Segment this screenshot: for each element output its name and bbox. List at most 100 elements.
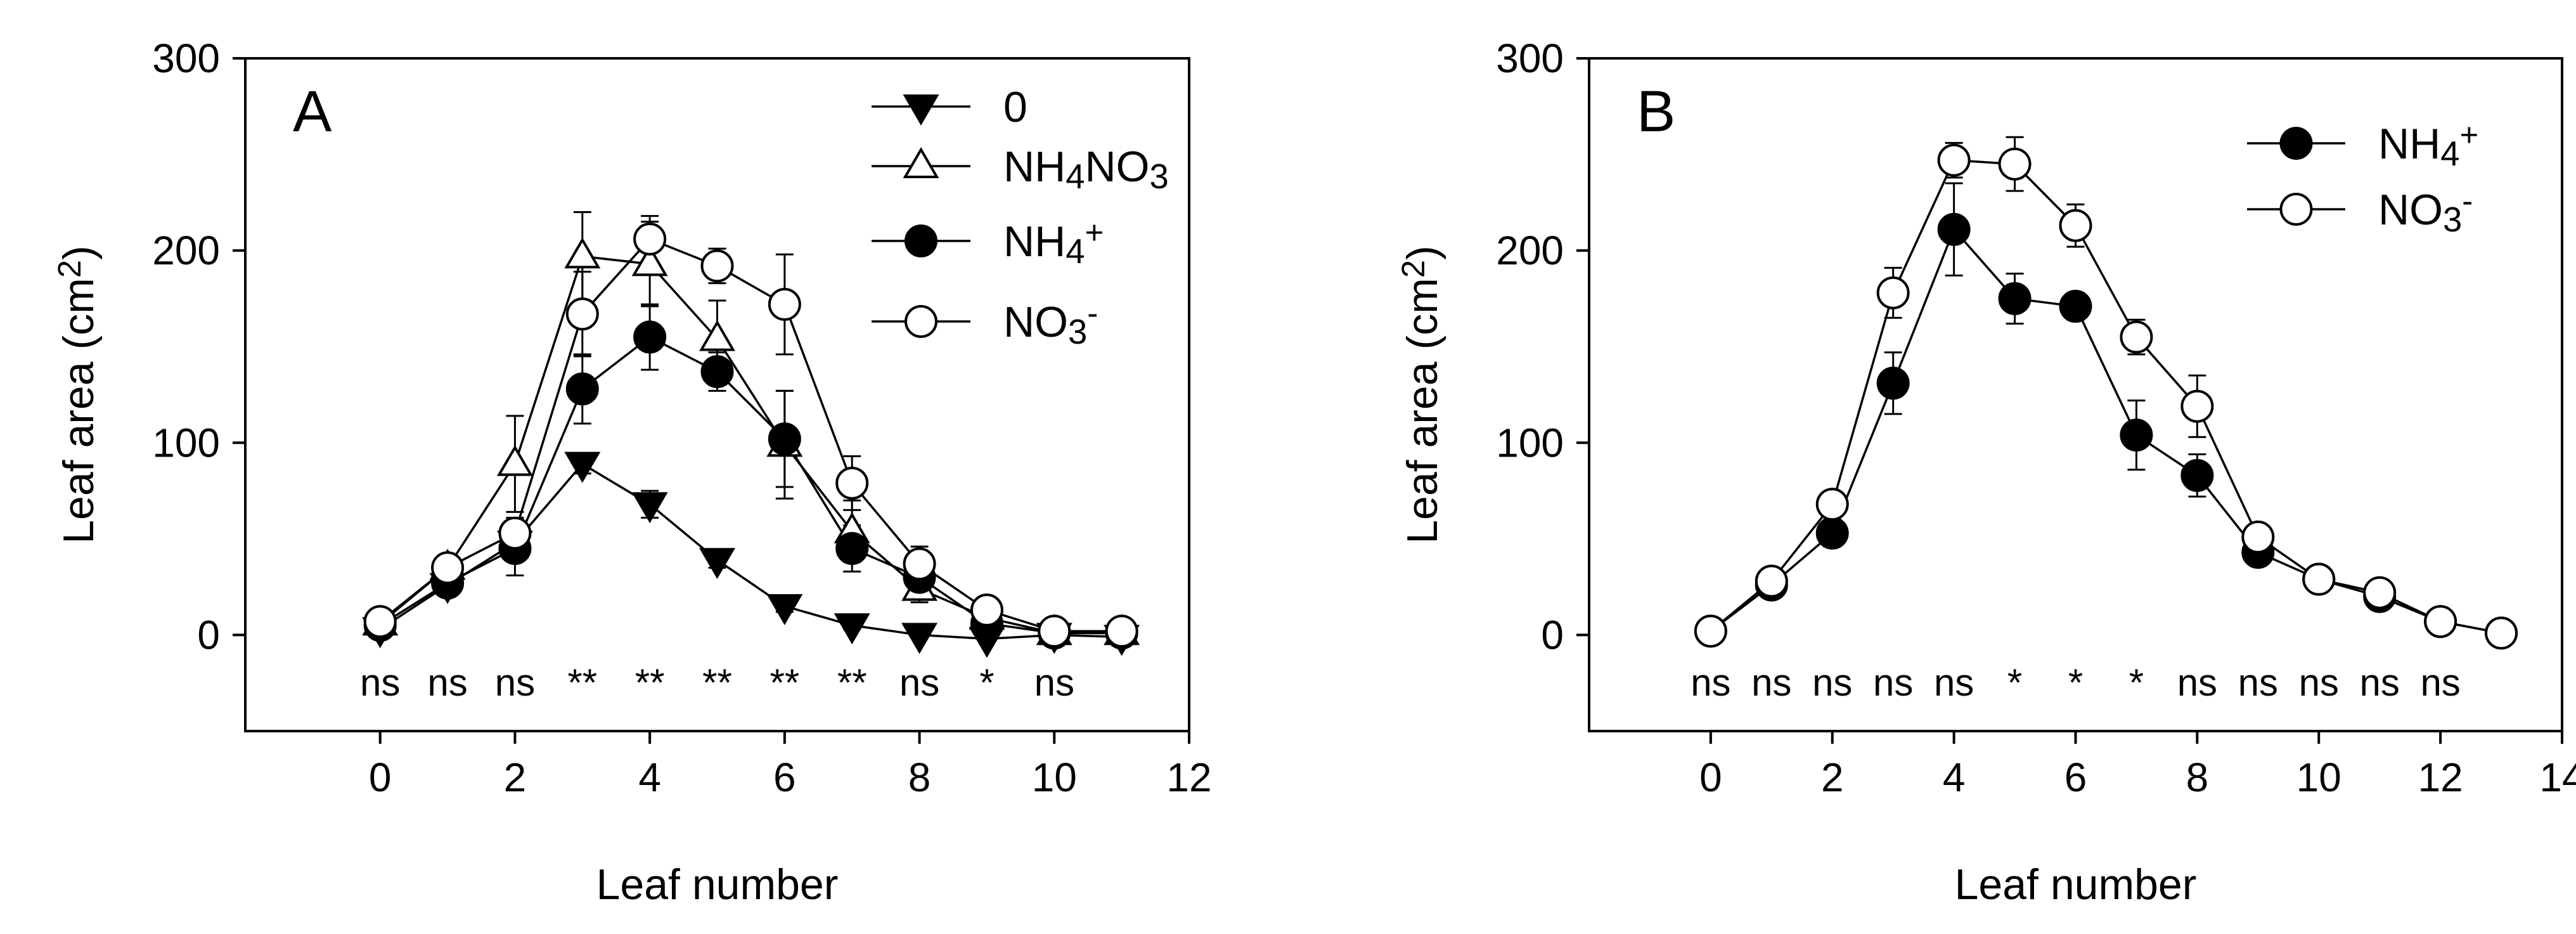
- legend-label-part: NO: [1003, 298, 1068, 346]
- data-point: [700, 249, 734, 283]
- y-tick-label: 100: [1496, 420, 1564, 465]
- significance-label: *: [979, 661, 994, 704]
- legend-label-part: NH: [1003, 217, 1066, 266]
- y-axis-title: Leaf area (cm2): [51, 245, 103, 544]
- data-point: [768, 422, 801, 456]
- series-line: [379, 335, 1122, 635]
- data-point: [1876, 366, 1910, 400]
- significance-label: ns: [1873, 661, 1913, 704]
- series-line: [379, 462, 1122, 640]
- legend-label-part: 4: [2440, 134, 2459, 173]
- data-point: [631, 245, 668, 276]
- legend-marker: [2279, 127, 2313, 160]
- x-tick-label: 2: [504, 755, 527, 800]
- y-axis-title-part: 2: [51, 260, 87, 278]
- significance-label: **: [837, 661, 867, 704]
- x-tick-label: 12: [1166, 755, 1211, 800]
- legend-label-part: 4: [1066, 157, 1085, 196]
- data-point: [633, 320, 667, 354]
- data-point: [1105, 614, 1138, 648]
- series-3: [371, 215, 1131, 634]
- legend-label: 0: [1003, 83, 1027, 131]
- data-point: [565, 297, 599, 331]
- significance-label: ns: [2238, 661, 2278, 704]
- y-axis-title-part: 2: [1395, 260, 1431, 278]
- y-tick-label: 300: [152, 36, 220, 81]
- y-axis-title: Leaf area (cm2): [1395, 245, 1446, 544]
- legend-label: NO3-: [2378, 183, 2473, 239]
- data-point: [2241, 520, 2275, 554]
- data-point: [564, 451, 601, 483]
- series-2-markers: [363, 320, 1138, 650]
- legend: NH4+ NO3-: [2247, 117, 2478, 239]
- data-point: [565, 372, 599, 406]
- data-point: [1038, 614, 1071, 648]
- x-axis-title: Leaf number: [1955, 860, 2197, 909]
- data-point: [1694, 614, 1727, 648]
- data-point: [2059, 290, 2092, 323]
- y-axis-title-part: ): [1398, 245, 1446, 260]
- legend-label-part: 4: [1066, 232, 1085, 271]
- data-point: [970, 593, 1003, 627]
- x-tick-label: 4: [638, 755, 661, 800]
- significance-label: **: [770, 661, 800, 704]
- data-point: [1755, 564, 1788, 598]
- legend-marker: [2279, 193, 2313, 226]
- significance-label: ns: [2177, 661, 2217, 704]
- legend-label-part: -: [2462, 183, 2473, 219]
- significance-label: ns: [1690, 661, 1730, 704]
- legend-marker: [905, 305, 937, 338]
- significance-label: ns: [1751, 661, 1791, 704]
- significance-label: ns: [2299, 661, 2339, 704]
- data-point: [1998, 147, 2032, 181]
- data-point: [700, 355, 734, 389]
- data-point: [2302, 562, 2336, 596]
- significance-label: *: [2068, 661, 2083, 704]
- significance-label: ns: [1812, 661, 1852, 704]
- data-point: [903, 547, 936, 581]
- y-axis-title-group: Leaf area (cm2): [1395, 245, 1446, 544]
- legend-label-part: NH: [1003, 143, 1066, 191]
- data-point: [1998, 282, 2032, 315]
- data-point: [2120, 418, 2153, 452]
- data-point: [633, 222, 667, 256]
- legend-marker: [905, 224, 937, 257]
- data-point: [766, 593, 803, 625]
- data-point: [498, 516, 532, 550]
- y-tick-label: 100: [152, 420, 220, 465]
- significance-label: ns: [1034, 661, 1074, 704]
- x-tick-label: 2: [1821, 755, 1844, 800]
- data-point: [564, 237, 601, 269]
- data-point: [901, 623, 938, 654]
- panel-b-chart: 0 2 4 6 8 10 12 14 0 100 200 300 Leaf number Leaf are…: [1395, 36, 2576, 909]
- significance-label: *: [2007, 661, 2022, 704]
- data-point: [1815, 488, 1849, 521]
- y-tick-label: 0: [1541, 612, 1564, 658]
- significance-label: ns: [360, 661, 400, 704]
- data-point: [363, 605, 397, 639]
- y-tick-label: 0: [197, 612, 220, 658]
- data-point: [1937, 212, 1971, 246]
- data-point: [631, 492, 668, 524]
- data-point: [2424, 605, 2457, 639]
- legend-label-part: +: [2459, 117, 2478, 153]
- x-tick-label: 8: [2186, 755, 2209, 800]
- legend-label-part: -: [1087, 295, 1098, 331]
- data-point: [2120, 320, 2153, 354]
- panel-a-chart: 0 2 4 6 8 10 12 0 100 200 300 Leaf number Leaf area …: [51, 36, 1212, 909]
- significance-label: **: [567, 661, 597, 704]
- legend-label-part: 3: [2443, 200, 2462, 239]
- data-point: [1937, 143, 1971, 177]
- x-tick-label: 4: [1943, 755, 1966, 800]
- data-point: [835, 466, 869, 500]
- x-tick-label: 6: [2064, 755, 2087, 800]
- y-axis-title-part: Leaf area (cm: [1398, 278, 1446, 544]
- x-axis-title: Leaf number: [596, 860, 839, 909]
- panel-letter: B: [1637, 79, 1675, 144]
- data-point: [834, 613, 870, 645]
- series-1: [371, 211, 1131, 636]
- data-point: [768, 288, 801, 321]
- significance-label: ns: [427, 661, 467, 704]
- legend-marker: [903, 94, 939, 126]
